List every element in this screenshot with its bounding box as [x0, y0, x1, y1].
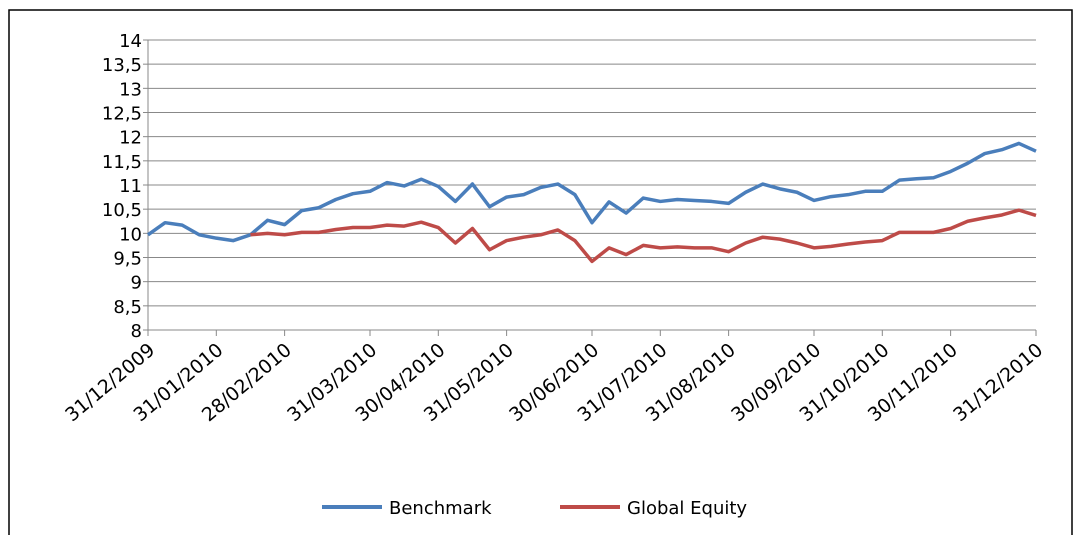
- y-tick-label: 11: [119, 176, 142, 197]
- y-tick-label: 8: [131, 321, 142, 342]
- series-line: [146, 141, 1037, 243]
- legend-label: Benchmark: [389, 498, 492, 519]
- y-tick-label: 10,5: [102, 200, 142, 221]
- y-tick-label: 9,5: [113, 249, 142, 270]
- y-tick-label: 12,5: [102, 104, 142, 125]
- y-tick-label: 10: [119, 224, 142, 245]
- chart-border: [8, 9, 1073, 535]
- y-tick-label: 13: [119, 79, 142, 100]
- series-line: [250, 208, 1037, 264]
- y-tick-label: 11,5: [102, 152, 142, 173]
- y-tick-label: 13,5: [102, 55, 142, 76]
- y-tick-label: 12: [119, 128, 142, 149]
- legend-label: Global Equity: [627, 498, 747, 519]
- y-tick-label: 14: [119, 31, 142, 52]
- y-tick-label: 8,5: [113, 297, 142, 318]
- y-tick-label: 9: [131, 273, 142, 294]
